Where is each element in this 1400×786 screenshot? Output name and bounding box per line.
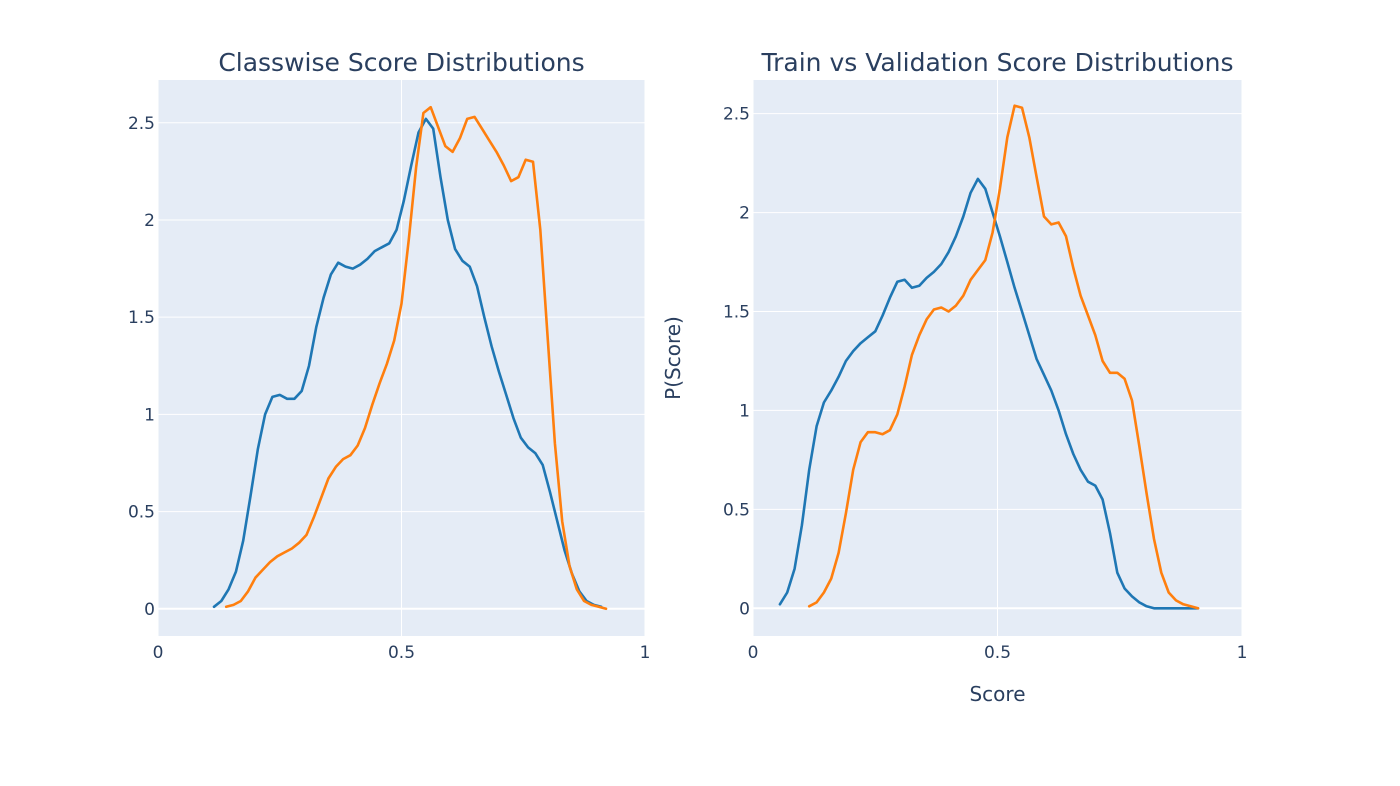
- y-tick-label: 0.5: [723, 500, 750, 520]
- chart-title: Classwise Score Distributions: [218, 48, 584, 77]
- x-tick-label: 0.5: [984, 643, 1011, 663]
- x-tick-label: 0.5: [388, 643, 415, 663]
- y-tick-label: 2.5: [723, 105, 750, 125]
- y-tick-label: 1: [144, 405, 155, 425]
- y-tick-label: 1: [739, 401, 750, 421]
- x-axis-label: Score: [969, 682, 1025, 706]
- series-line-orange: [807, 104, 1200, 610]
- x-tick-label: 0: [748, 643, 759, 663]
- y-tick-label: 2: [739, 204, 750, 224]
- series-line-blue: [212, 117, 603, 609]
- y-tick-label: 1.5: [128, 308, 155, 328]
- y-tick-label: 0: [144, 600, 155, 620]
- y-tick-label: 2.5: [128, 114, 155, 134]
- y-axis-label: P(Score): [661, 316, 685, 400]
- y-tick-label: 1.5: [723, 303, 750, 323]
- x-tick-label: 0: [153, 643, 164, 663]
- y-tick-label: 2: [144, 211, 155, 231]
- right-chart-panel: 0 0.5 1 1.5 2 2.5 0 0.5 1 Train vs Validation Sco…: [661, 48, 1247, 706]
- series-line-orange: [224, 105, 608, 611]
- left-chart-panel: 0 0.5 1 1.5 2 2.5 0 0.5 1 Classwise Score Distrib…: [128, 48, 650, 663]
- chart-title: Train vs Validation Score Distributions: [761, 48, 1234, 77]
- x-tick-label: 1: [640, 643, 651, 663]
- y-tick-label: 0.5: [128, 503, 155, 523]
- y-tick-label: 0: [739, 599, 750, 619]
- series-line-blue: [778, 177, 1200, 610]
- x-tick-label: 1: [1237, 643, 1248, 663]
